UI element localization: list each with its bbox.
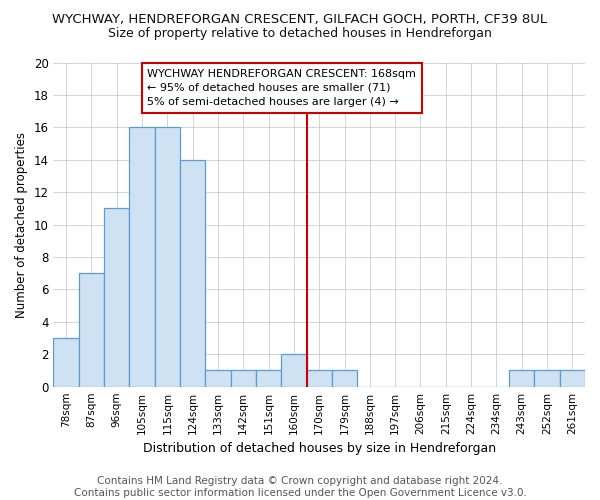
Text: Size of property relative to detached houses in Hendreforgan: Size of property relative to detached ho… xyxy=(108,28,492,40)
Bar xyxy=(130,128,155,386)
Bar xyxy=(205,370,230,386)
Text: WYCHWAY, HENDREFORGAN CRESCENT, GILFACH GOCH, PORTH, CF39 8UL: WYCHWAY, HENDREFORGAN CRESCENT, GILFACH … xyxy=(52,12,548,26)
Bar xyxy=(230,370,256,386)
Bar xyxy=(155,128,180,386)
Text: WYCHWAY HENDREFORGAN CRESCENT: 168sqm
← 95% of detached houses are smaller (71)
: WYCHWAY HENDREFORGAN CRESCENT: 168sqm ← … xyxy=(147,69,416,107)
Bar xyxy=(281,354,307,386)
Bar xyxy=(180,160,205,386)
Bar xyxy=(256,370,281,386)
Bar xyxy=(307,370,332,386)
X-axis label: Distribution of detached houses by size in Hendreforgan: Distribution of detached houses by size … xyxy=(143,442,496,455)
Bar xyxy=(535,370,560,386)
Bar xyxy=(53,338,79,386)
Text: Contains HM Land Registry data © Crown copyright and database right 2024.
Contai: Contains HM Land Registry data © Crown c… xyxy=(74,476,526,498)
Y-axis label: Number of detached properties: Number of detached properties xyxy=(15,132,28,318)
Bar xyxy=(79,273,104,386)
Bar xyxy=(560,370,585,386)
Bar xyxy=(104,208,130,386)
Bar xyxy=(509,370,535,386)
Bar xyxy=(332,370,357,386)
